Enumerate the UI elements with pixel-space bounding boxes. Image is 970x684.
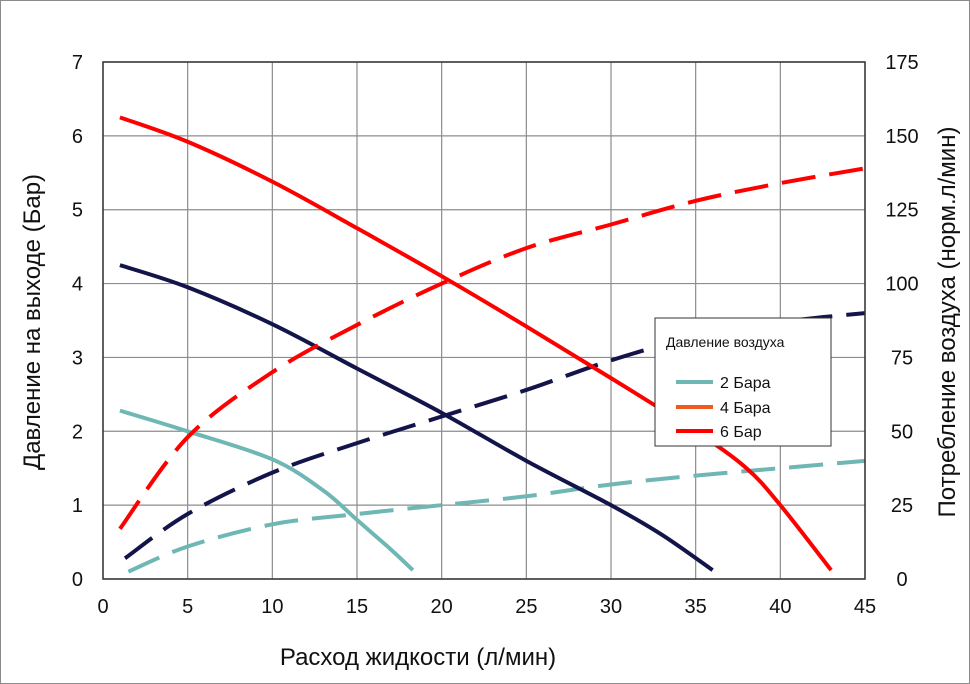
x-tick-label-1: 5 xyxy=(182,596,193,618)
y-right-tick-label-0: 0 xyxy=(896,569,907,591)
legend-title: Давление воздуха xyxy=(666,334,785,350)
legend-label-4-bar: 4 Бара xyxy=(720,400,771,417)
x-tick-label-6: 30 xyxy=(600,596,622,618)
series-line-5-dashed xyxy=(118,166,866,530)
y-right-tick-label-7: 175 xyxy=(885,52,918,74)
y-right-tick-label-4: 100 xyxy=(885,274,918,296)
series-line-4-solid xyxy=(119,115,833,572)
y-right-tick-label-1: 25 xyxy=(891,495,913,517)
y-right-tick-label-6: 150 xyxy=(885,126,918,148)
y-left-tick-label-2: 2 xyxy=(72,421,83,443)
x-axis-title: Расход жидкости (л/мин) xyxy=(280,644,556,671)
series-line-3-dashed xyxy=(123,311,866,560)
x-tick-label-7: 35 xyxy=(685,596,707,618)
legend-label-2-bar: 2 Бара xyxy=(720,375,771,392)
series-line-2-solid xyxy=(119,263,714,572)
y-right-tick-label-5: 125 xyxy=(885,200,918,222)
plot-border xyxy=(102,61,866,580)
y-left-tick-label-5: 5 xyxy=(72,200,83,222)
x-tick-label-0: 0 xyxy=(97,596,108,618)
x-tick-label-4: 20 xyxy=(431,596,453,618)
y-left-tick-label-4: 4 xyxy=(72,274,83,296)
y-axis-left-title: Давление на выходе (Бар) xyxy=(19,174,46,470)
legend-label-6-bar: 6 Бар xyxy=(720,424,762,441)
x-tick-label-9: 45 xyxy=(854,596,876,618)
y-left-tick-label-7: 7 xyxy=(72,52,83,74)
series-line-0-solid xyxy=(119,408,415,572)
tick-labels: 0 5 10 15 20 25 30 35 40 450123456702550751001251… xyxy=(72,52,919,618)
y-axis-right-title: Потребление воздуха (норм.л/мин) xyxy=(934,127,961,518)
y-left-tick-label-0: 0 xyxy=(72,569,83,591)
series-layer xyxy=(118,115,866,574)
y-left-tick-label-6: 6 xyxy=(72,126,83,148)
series-line-1-dashed xyxy=(127,458,866,574)
y-left-tick-label-3: 3 xyxy=(72,347,83,369)
y-left-tick-label-1: 1 xyxy=(72,495,83,517)
x-tick-label-2: 10 xyxy=(261,596,283,618)
x-tick-label-8: 40 xyxy=(769,596,791,618)
x-tick-label-5: 25 xyxy=(515,596,537,618)
y-right-tick-label-2: 50 xyxy=(891,421,913,443)
y-right-tick-label-3: 75 xyxy=(891,347,913,369)
legend: Давление воздуха 2 Бара 4 Бара 6 Бар xyxy=(654,317,832,447)
x-tick-label-3: 15 xyxy=(346,596,368,618)
